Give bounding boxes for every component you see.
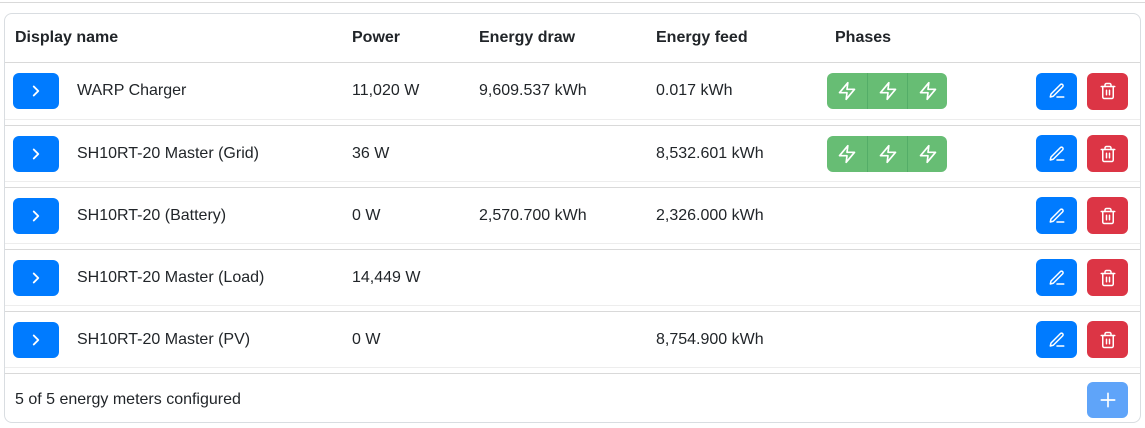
display-name-cell: SH10RT-20 Master (Load) [5,259,342,296]
edit-meter-button[interactable] [1036,321,1077,358]
delete-meter-button[interactable] [1087,321,1128,358]
phase-indicator-button[interactable] [867,73,907,109]
pencil-icon [1048,207,1066,225]
table-row: SH10RT-20 Master (Load) 14,449 W [5,249,1140,306]
expand-row-button[interactable] [13,321,59,358]
add-meter-button[interactable] [1087,381,1128,418]
lightning-bolt-icon [918,81,938,101]
pencil-icon [1048,82,1066,100]
row-actions [1030,259,1140,296]
column-header-energy-draw: Energy draw [479,29,576,46]
chevron-right-icon [27,269,45,287]
phase-indicator-button[interactable] [907,73,947,109]
table-row: WARP Charger 11,020 W 9,609.537 kWh 0.01… [5,63,1140,120]
delete-meter-button[interactable] [1087,259,1128,296]
lightning-bolt-icon [878,81,898,101]
power-cell: 0 W [352,206,381,224]
meter-display-name: SH10RT-20 Master (Grid) [77,144,259,162]
meter-display-name: WARP Charger [77,82,187,99]
phase-indicator-button[interactable] [827,73,867,109]
edit-meter-button[interactable] [1036,135,1077,172]
phase-indicator-button[interactable] [827,135,867,172]
display-name-cell: WARP Charger [5,73,342,109]
trash-icon [1099,331,1117,349]
trash-icon [1099,82,1117,100]
power-cell: 14,449 W [352,268,421,286]
phase-indicator-button[interactable] [907,135,947,172]
meter-display-name: SH10RT-20 (Battery) [77,206,227,224]
expand-row-button[interactable] [13,73,59,109]
delete-meter-button[interactable] [1087,135,1128,172]
pencil-icon [1048,331,1066,349]
plus-icon [1098,390,1118,410]
edit-meter-button[interactable] [1036,72,1077,110]
energy-draw-cell: 9,609.537 kWh [479,82,587,99]
energy-feed-cell: 8,754.900 kWh [656,330,764,348]
chevron-right-icon [27,82,45,100]
phases-cell [825,135,1030,172]
delete-meter-button[interactable] [1087,72,1128,110]
energy-feed-cell: 0.017 kWh [656,82,733,99]
edit-meter-button[interactable] [1036,197,1077,234]
column-header-power: Power [352,29,401,46]
trash-icon [1099,207,1117,225]
meters-configured-status: 5 of 5 energy meters configured [15,390,241,408]
lightning-bolt-icon [837,81,857,101]
power-cell: 0 W [352,330,381,348]
display-name-cell: SH10RT-20 Master (Grid) [5,135,342,172]
meter-display-name: SH10RT-20 Master (PV) [77,330,251,348]
edit-meter-button[interactable] [1036,259,1077,296]
trash-icon [1099,145,1117,163]
table-footer: 5 of 5 energy meters configured [5,373,1140,422]
energy-feed-cell: 2,326.000 kWh [656,206,764,224]
energy-feed-cell: 8,532.601 kWh [656,144,764,162]
power-cell: 11,020 W [352,82,420,99]
chevron-right-icon [27,207,45,225]
chevron-right-icon [27,331,45,349]
column-header-display-name: Display name [15,29,119,46]
row-actions [1030,135,1140,172]
top-divider [0,2,1145,3]
table-header-row: Display name Power Energy draw Energy fe… [5,14,1140,63]
delete-meter-button[interactable] [1087,197,1128,234]
phases-cell [825,73,1030,109]
pencil-icon [1048,269,1066,287]
row-actions [1030,321,1140,358]
table-row: SH10RT-20 Master (PV) 0 W 8,754.900 kWh [5,311,1140,368]
display-name-cell: SH10RT-20 (Battery) [5,197,342,234]
energy-draw-cell: 2,570.700 kWh [479,206,587,224]
row-actions [1030,197,1140,234]
expand-row-button[interactable] [13,259,59,296]
lightning-bolt-icon [918,144,938,164]
chevron-right-icon [27,145,45,163]
expand-row-button[interactable] [13,135,59,172]
table-row: SH10RT-20 Master (Grid) 36 W 8,532.601 k… [5,125,1140,182]
expand-row-button[interactable] [13,197,59,234]
row-actions [1030,72,1140,110]
table-body: WARP Charger 11,020 W 9,609.537 kWh 0.01… [5,63,1140,368]
power-cell: 36 W [352,144,390,162]
display-name-cell: SH10RT-20 Master (PV) [5,321,342,358]
meter-display-name: SH10RT-20 Master (Load) [77,268,265,286]
table-row: SH10RT-20 (Battery) 0 W 2,570.700 kWh 2,… [5,187,1140,244]
lightning-bolt-icon [837,144,857,164]
phase-indicator-button[interactable] [867,135,907,172]
pencil-icon [1048,145,1066,163]
energy-meters-table: Display name Power Energy draw Energy fe… [4,13,1141,423]
trash-icon [1099,269,1117,287]
column-header-energy-feed: Energy feed [656,29,748,46]
lightning-bolt-icon [878,144,898,164]
column-header-phases: Phases [835,29,892,46]
